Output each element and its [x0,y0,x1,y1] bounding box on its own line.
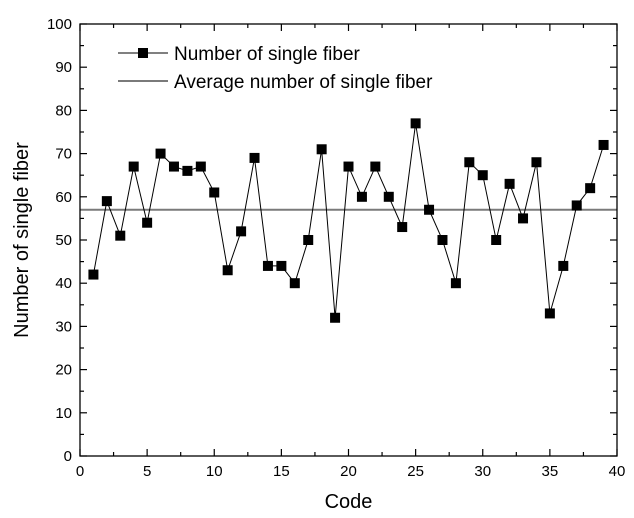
data-point-marker [182,165,193,176]
data-point-marker [262,260,273,271]
x-tick-label: 5 [143,463,151,480]
data-point-marker [222,265,233,276]
x-tick-label: 0 [76,463,84,480]
data-point-marker [115,230,126,241]
data-point-marker [316,144,327,155]
data-point-marker [128,161,139,172]
data-point-marker [370,161,381,172]
data-point-marker [155,148,166,159]
data-point-marker [410,118,421,129]
x-tick-label: 15 [273,463,290,480]
data-point-marker [249,152,260,163]
axes: 0 5 10 15 20 25 30 35 40 0 10 20 30 40 50 60 70 80 90 100 [47,16,625,480]
x-tick-label: 30 [474,463,491,480]
data-point-marker [289,278,300,289]
y-tick-label: 60 [55,189,72,206]
data-point-marker [142,217,153,228]
data-point-marker [195,161,206,172]
x-tick-label: 40 [609,463,626,480]
x-tick-label: 20 [340,463,357,480]
x-tick-label: 25 [407,463,424,480]
data-point-marker [343,161,354,172]
legend-series-marker [138,48,148,58]
x-axis-title: Code [325,491,373,513]
data-point-marker [303,235,314,245]
data-point-marker [236,226,247,237]
data-point-marker [276,260,287,271]
legend-average-label: Average number of single fiber [174,72,433,93]
legend: Number of single fiber Average number of… [118,44,433,93]
data-point-marker [101,196,112,207]
y-tick-label: 90 [55,59,72,76]
data-point-marker [424,204,435,215]
y-tick-label: 70 [55,146,72,163]
x-tick-label: 10 [206,463,223,480]
data-point-marker [209,187,220,198]
y-tick-label: 80 [55,102,72,119]
y-tick-label: 10 [55,405,72,422]
y-tick-label: 50 [55,232,72,249]
data-point-marker [504,178,515,189]
data-point-marker [397,222,408,233]
y-tick-label: 0 [64,448,72,465]
data-point-marker [356,191,367,202]
data-point-marker [450,278,461,289]
plot-content [80,118,617,323]
y-tick-label: 100 [47,16,72,33]
y-axis-title: Number of single fiber [11,142,33,338]
data-point-marker [558,260,569,271]
data-point-marker [544,308,555,319]
data-point-marker [437,235,448,245]
data-point-marker [518,213,529,224]
data-point-marker [477,170,488,181]
data-point-marker [531,157,542,168]
y-tick-label: 30 [55,318,72,335]
data-point-marker [585,183,596,194]
x-tick-label: 35 [542,463,559,480]
data-point-marker [383,191,394,202]
y-tick-label: 40 [55,275,72,292]
data-point-marker [88,269,99,280]
data-point-marker [571,200,582,211]
data-point-marker [464,157,475,168]
y-tick-label: 20 [55,362,72,379]
data-point-marker [598,139,609,150]
data-point-marker [168,161,179,172]
data-point-marker [330,312,341,323]
legend-series-label: Number of single fiber [174,44,361,65]
data-point-marker [491,235,502,245]
